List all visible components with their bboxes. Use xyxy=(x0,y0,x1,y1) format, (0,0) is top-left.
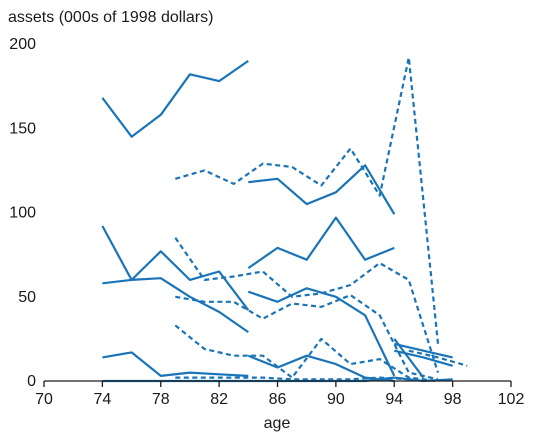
x-tick-label: 90 xyxy=(327,391,345,408)
y-axis-label: assets (000s of 1998 dollars) xyxy=(8,9,213,26)
y-tick-label: 100 xyxy=(9,205,36,222)
series-line-20-dashed xyxy=(408,349,468,367)
y-tick-label: 200 xyxy=(9,36,36,53)
series-line-11-solid xyxy=(394,342,453,359)
x-tick-label: 94 xyxy=(385,391,403,408)
series-line-7-solid xyxy=(102,351,249,377)
series-line-15-dashed xyxy=(174,56,440,345)
x-tick-label: 74 xyxy=(93,391,111,408)
x-tick-label: 82 xyxy=(210,391,228,408)
series-line-1-solid xyxy=(101,59,249,138)
series-line-19-dashed xyxy=(175,376,439,383)
x-axis-label: age xyxy=(264,415,291,432)
series-line-13-solid xyxy=(394,349,453,367)
series-line-5-solid xyxy=(102,277,249,334)
x-ticks: 70 74 78 82 86 90 94 98 102 xyxy=(35,381,524,408)
y-tick-label: 50 xyxy=(18,289,36,306)
x-tick-label: 86 xyxy=(269,391,287,408)
y-tick-label: 150 xyxy=(9,120,36,137)
series-layer xyxy=(101,56,468,383)
x-tick-label: 70 xyxy=(35,391,53,408)
y-ticks: 0 50 100 150 200 xyxy=(9,36,36,390)
series-line-16-dashed xyxy=(174,237,440,373)
series-line-2-solid xyxy=(248,164,396,215)
x-tick-label: 78 xyxy=(152,391,170,408)
series-line-17-dashed xyxy=(175,294,439,381)
series-line-12-solid xyxy=(393,338,425,379)
series-line-18-dashed xyxy=(174,324,439,383)
x-tick-label: 102 xyxy=(498,391,525,408)
x-tick-label: 98 xyxy=(444,391,462,408)
y-tick-label: 0 xyxy=(27,373,36,390)
series-line-6-solid xyxy=(247,287,396,377)
series-line-4-solid xyxy=(247,216,395,270)
series-line-8-solid xyxy=(247,354,395,383)
